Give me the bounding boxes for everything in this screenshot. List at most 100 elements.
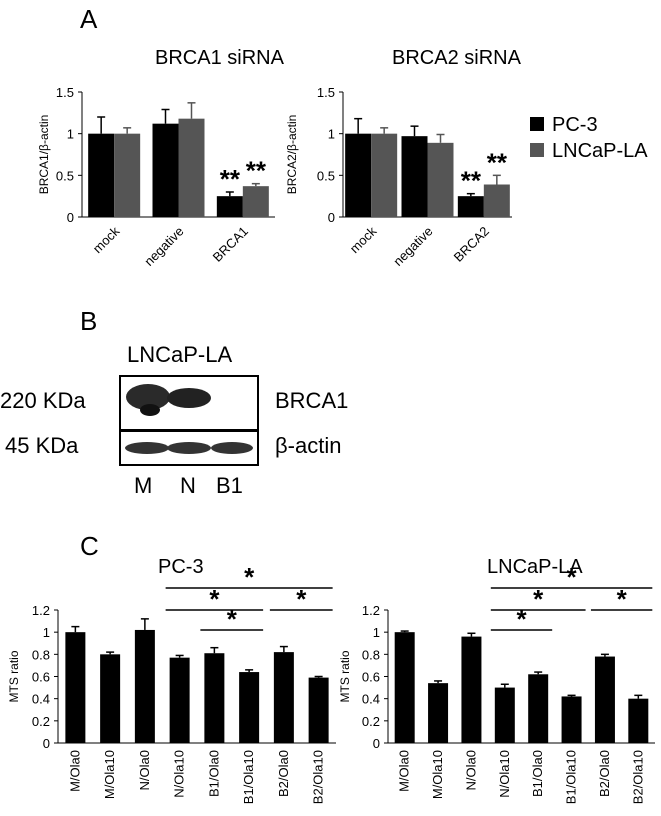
x-tick-label: M/Ola0 xyxy=(67,750,82,792)
bar xyxy=(239,672,260,743)
y-tick-label: 0.2 xyxy=(32,714,50,729)
y-tick-label: 0 xyxy=(43,736,50,751)
band-actin-b1 xyxy=(211,442,253,454)
y-axis-label: BRCA1/β-actin xyxy=(37,115,51,195)
bar xyxy=(204,653,225,743)
y-tick-label: 1 xyxy=(43,625,50,640)
y-tick-label: 0.8 xyxy=(362,647,380,662)
y-tick-label: 0.5 xyxy=(56,168,74,183)
comparison-star: * xyxy=(617,584,628,614)
x-tick-label: B1/Ola10 xyxy=(564,750,579,804)
chart-mts-pc3: PC-3 0 0.2 0.4 0.6 0.8 1 1.2 MTS ratio M/Ola0 M/Ol… xyxy=(7,556,336,804)
comparison-star: * xyxy=(296,584,307,614)
blot-row1-right-label: BRCA1 xyxy=(275,388,348,413)
y-tick-label: 1 xyxy=(328,127,335,142)
y-tick-label: 0.6 xyxy=(32,670,50,685)
y-axis-label: MTS ratio xyxy=(7,650,21,702)
western-blot: LNCaP-LA 220 KDa 45 KDa BRCA1 β-actin M … xyxy=(0,342,348,498)
x-tick-label: mock xyxy=(90,223,123,256)
chart-title: BRCA1 siRNA xyxy=(155,47,285,69)
significance-star: ** xyxy=(220,164,241,194)
x-tick-label: N/Ola10 xyxy=(172,750,187,798)
y-tick-label: 0 xyxy=(328,210,335,225)
bar xyxy=(152,123,179,217)
bar xyxy=(494,687,515,743)
chart-brca1-sirna: BRCA1 siRNA 0 0.5 1 1.5 BRCA1/β-actin mock nega… xyxy=(37,47,285,269)
bar xyxy=(461,636,482,743)
bar xyxy=(628,698,649,743)
blot-row2-left-label: 45 KDa xyxy=(5,433,79,458)
blot-row1-left-label: 220 KDa xyxy=(0,388,86,413)
chart-title: PC-3 xyxy=(158,556,204,578)
x-tick-label: B2/Ola10 xyxy=(311,750,326,804)
bar xyxy=(594,656,615,743)
y-axis-label: BRCA2/β-actin xyxy=(285,115,299,195)
y-tick-label: 1.5 xyxy=(317,85,335,100)
chart-mts-lncap: LNCaP-LA 0 0.2 0.4 0.6 0.8 1 1.2 MTS ratio M/Ola0… xyxy=(338,556,655,804)
x-tick-label: N/Ola0 xyxy=(137,750,152,790)
bar xyxy=(428,683,449,743)
x-tick-label: BRCA2 xyxy=(451,224,492,265)
y-tick-label: 0.4 xyxy=(362,692,380,707)
comparison-star: * xyxy=(227,604,238,634)
bar xyxy=(528,674,549,743)
bar xyxy=(483,184,510,217)
bar xyxy=(134,629,155,743)
y-tick-label: 0 xyxy=(373,736,380,751)
x-tick-label: M/Ola10 xyxy=(430,750,445,799)
y-tick-label: 1.2 xyxy=(362,603,380,618)
bar xyxy=(394,632,415,743)
band-brca1-n xyxy=(167,388,211,408)
blot-title: LNCaP-LA xyxy=(127,342,232,367)
comparison-star: * xyxy=(244,562,255,592)
comparison-star: * xyxy=(516,604,527,634)
y-tick-label: 0.8 xyxy=(32,647,50,662)
legend: PC-3 LNCaP-LA xyxy=(530,114,648,162)
lane-label-n: N xyxy=(180,473,196,498)
panel-c-letter: C xyxy=(80,531,99,561)
y-tick-label: 1 xyxy=(373,625,380,640)
legend-swatch-lncap xyxy=(530,143,544,157)
band-actin-m xyxy=(125,442,169,454)
bar xyxy=(169,657,190,743)
bar xyxy=(65,632,86,743)
y-tick-label: 1.2 xyxy=(32,603,50,618)
band-brca1-m xyxy=(126,384,170,410)
x-tick-label: M/Ola0 xyxy=(397,750,412,792)
band-brca1-m-lower xyxy=(140,404,160,416)
bar xyxy=(88,133,115,217)
x-tick-label: negative xyxy=(141,224,186,269)
y-tick-label: 0.5 xyxy=(317,168,335,183)
x-tick-label: B2/Ola0 xyxy=(276,750,291,797)
x-tick-label: N/Ola10 xyxy=(497,750,512,798)
y-tick-label: 1.5 xyxy=(56,85,74,100)
bar xyxy=(427,142,454,217)
x-tick-label: B1/Ola10 xyxy=(241,750,256,804)
panel-a-letter: A xyxy=(80,4,98,34)
chart-title: LNCaP-LA xyxy=(487,556,583,578)
bar xyxy=(401,136,428,217)
bar xyxy=(371,133,398,217)
x-tick-label: N/Ola0 xyxy=(463,750,478,790)
x-tick-label: B1/Ola0 xyxy=(530,750,545,797)
y-tick-label: 0.4 xyxy=(32,692,50,707)
lane-label-b1: B1 xyxy=(216,473,243,498)
bar xyxy=(114,133,141,217)
legend-label-lncap: LNCaP-LA xyxy=(552,140,648,162)
bar xyxy=(242,186,269,217)
x-tick-label: mock xyxy=(347,223,380,256)
y-tick-label: 0.6 xyxy=(362,670,380,685)
bar xyxy=(308,677,329,743)
bar xyxy=(273,652,294,743)
significance-star: ** xyxy=(246,156,267,186)
panel-b-letter: B xyxy=(80,306,97,336)
x-tick-label: negative xyxy=(390,224,435,269)
y-tick-label: 1 xyxy=(67,127,74,142)
bar xyxy=(457,196,484,217)
x-tick-label: B2/Ola0 xyxy=(597,750,612,797)
bar xyxy=(100,654,121,743)
significance-star: ** xyxy=(487,147,508,177)
x-tick-label: B1/Ola0 xyxy=(206,750,221,797)
y-axis-label: MTS ratio xyxy=(338,650,352,702)
